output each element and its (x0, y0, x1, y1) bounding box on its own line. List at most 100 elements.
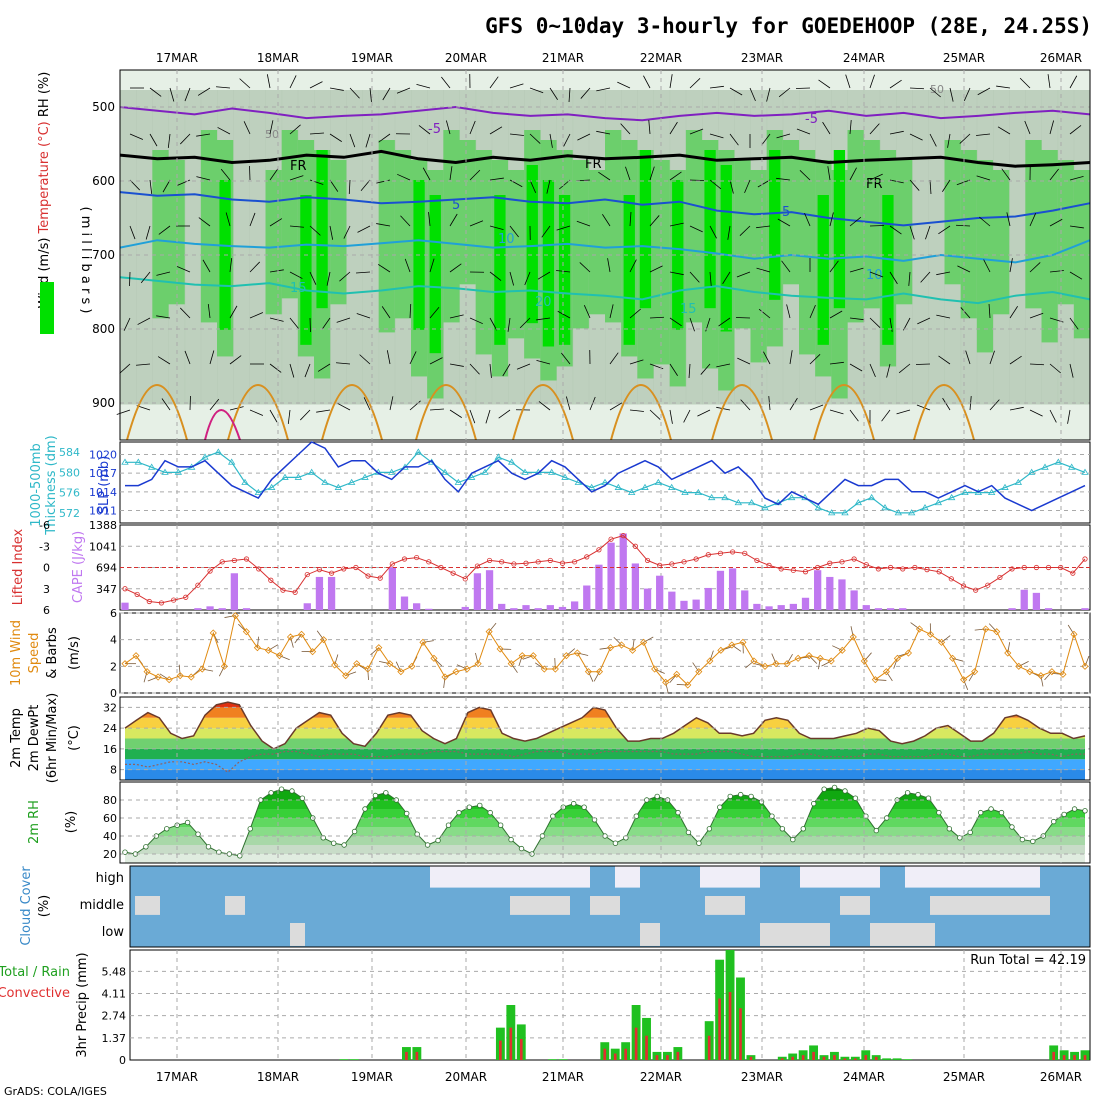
wind-barb (744, 179, 751, 194)
rh-point (936, 809, 942, 816)
wind-barb (269, 317, 284, 322)
wind-barb (299, 409, 311, 421)
li-point (535, 559, 541, 565)
precip-conv-bar (739, 1008, 742, 1060)
bottom-date-label: 26MAR (1040, 1070, 1082, 1084)
wind-point (761, 662, 769, 670)
wind-barb (116, 409, 131, 415)
wind-barb (220, 168, 231, 181)
wind-barb (881, 409, 891, 422)
wind-point (485, 628, 493, 636)
wind-barb (629, 359, 644, 365)
wind-barb (689, 77, 701, 89)
rh-point (915, 791, 921, 798)
wind-barb (629, 409, 644, 412)
li-point (632, 543, 638, 549)
wind-barb (449, 263, 462, 273)
isotherm-warm (126, 384, 188, 441)
wind-point (507, 660, 515, 668)
rh-point (164, 826, 170, 832)
wind-barb (889, 317, 893, 332)
thickness-ytick: 576 (59, 487, 80, 500)
cloud-level-label: high (96, 871, 124, 886)
li-point (231, 557, 237, 564)
wind-point (595, 668, 604, 676)
wind-point (397, 668, 405, 676)
wind-barb (129, 225, 136, 240)
rh-point (1050, 818, 1057, 825)
wind-barb (889, 130, 904, 135)
wind-barb (709, 225, 717, 239)
li-point (1045, 564, 1052, 571)
label-temp10: 10 (498, 232, 515, 247)
thickness-point (321, 478, 329, 485)
thickness-point (494, 453, 503, 460)
wind-barb (889, 79, 902, 89)
isotherm-hot (204, 409, 241, 441)
li-point (450, 570, 456, 576)
rh-point (122, 849, 128, 855)
cape-bar (510, 608, 518, 610)
precip-conv-bar (801, 1055, 805, 1060)
top-date-label: 19MAR (351, 51, 393, 65)
wind-barb (593, 671, 600, 682)
rh-point (737, 791, 744, 798)
wind-barb (488, 622, 497, 632)
wind-barb (269, 269, 284, 273)
li-ytick: -6 (39, 519, 50, 532)
temp-ylabel-2-part: 2m DewPt (27, 705, 42, 772)
wind-barb (162, 179, 171, 193)
wind-barb (489, 126, 503, 135)
cape-bar (315, 576, 324, 610)
bottom-date-label: 25MAR (943, 1070, 985, 1084)
wind-barb (829, 361, 844, 365)
wind-ylabel-4-part: (m/s) (67, 636, 82, 670)
rh-shade-mid (459, 140, 477, 285)
li-point (705, 552, 711, 558)
upper-air-ylabel: Wind (m/s) Temperature (°C) RH (%) (37, 72, 52, 309)
wind-barb (329, 179, 339, 192)
wind-barb (149, 179, 153, 194)
precip-conv-bar (645, 1035, 648, 1060)
isotherm-warm (913, 384, 975, 441)
cloud-ylabel-1-part: Cloud Cover (19, 866, 34, 946)
wind-barb (556, 225, 571, 231)
wind-barb (729, 133, 739, 146)
wind-barb (917, 317, 931, 325)
wind-barb (184, 350, 191, 365)
rh-point (842, 788, 848, 794)
wind-point (198, 665, 206, 673)
li-point (778, 566, 784, 572)
wind-barb (349, 133, 356, 148)
wind-barb (304, 363, 311, 378)
wind-barb (469, 409, 476, 424)
wind-barb (960, 307, 971, 319)
wind-barb (485, 409, 491, 424)
wind-barb (359, 354, 371, 365)
wind-barb (563, 133, 571, 147)
cape-bar (1008, 608, 1016, 610)
cape-bar (716, 570, 725, 610)
wind-barb (356, 271, 371, 274)
wind-barb (596, 87, 611, 92)
li-point (353, 564, 359, 571)
wind-ylabel-1-part: 10m Wind (9, 620, 24, 686)
cape-bar (692, 599, 700, 610)
upper-air-ytick: 800 (92, 322, 115, 336)
precip-conv-bar (603, 1048, 607, 1060)
wind-barb (609, 304, 614, 319)
wind-barb (269, 363, 282, 373)
wind-barb (561, 352, 571, 365)
wind-barb (140, 271, 151, 284)
thickness-point (934, 498, 943, 506)
wind-barb (629, 308, 641, 319)
wind-barb (845, 74, 851, 89)
wind-point (882, 668, 890, 676)
precip-conv-bar (843, 1058, 847, 1060)
li-point (316, 567, 323, 573)
wind-barb (409, 400, 421, 411)
wind-barb (381, 306, 391, 319)
thickness-point (547, 468, 556, 475)
rh-point (435, 837, 441, 844)
